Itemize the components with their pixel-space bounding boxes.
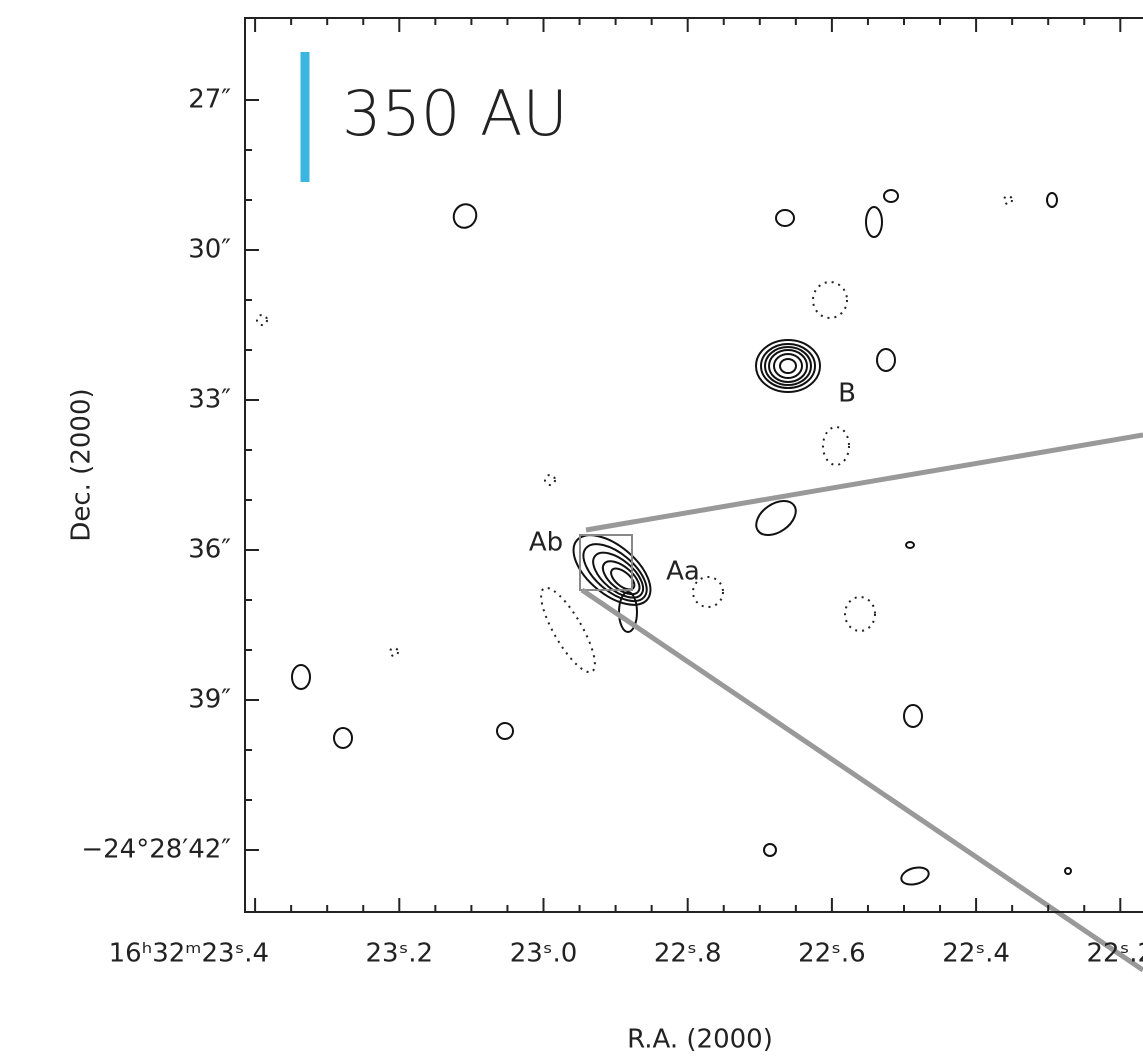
x-tick-label: 22ˢ.8 <box>654 939 722 969</box>
y-axis-label: Dec. (2000) <box>67 388 97 541</box>
y-tick-label: 33″ <box>188 385 231 415</box>
x-tick-label: 16ʰ32ᵐ23ˢ.4 <box>109 939 269 969</box>
x-axis-label: R.A. (2000) <box>627 1025 773 1055</box>
chart: Ab Aa B 350 AU R.A. (2000) Dec. (2000) 1… <box>0 0 1143 1064</box>
annotation: Aa <box>666 557 700 587</box>
y-tick-label: 27″ <box>188 85 231 115</box>
x-tick-label: 23ˢ.0 <box>510 939 578 969</box>
y-tick-label: 30″ <box>188 235 231 265</box>
annotation: Ab <box>529 528 563 558</box>
x-tick-label: 22ˢ.4 <box>942 939 1010 969</box>
annotation: B <box>838 379 856 409</box>
zoom-line <box>586 435 1143 530</box>
scale-bar-label: 350 AU <box>342 77 568 150</box>
y-tick-label: 36″ <box>188 535 231 565</box>
y-tick-label: 39″ <box>188 685 231 715</box>
y-tick-label: −24°28′42″ <box>81 835 231 865</box>
x-tick-label: 22ˢ.2 <box>1087 939 1143 969</box>
contours <box>257 190 1071 887</box>
x-tick-label: 23ˢ.2 <box>365 939 433 969</box>
x-tick-label: 22ˢ.6 <box>798 939 866 969</box>
plot-frame <box>245 18 1143 912</box>
